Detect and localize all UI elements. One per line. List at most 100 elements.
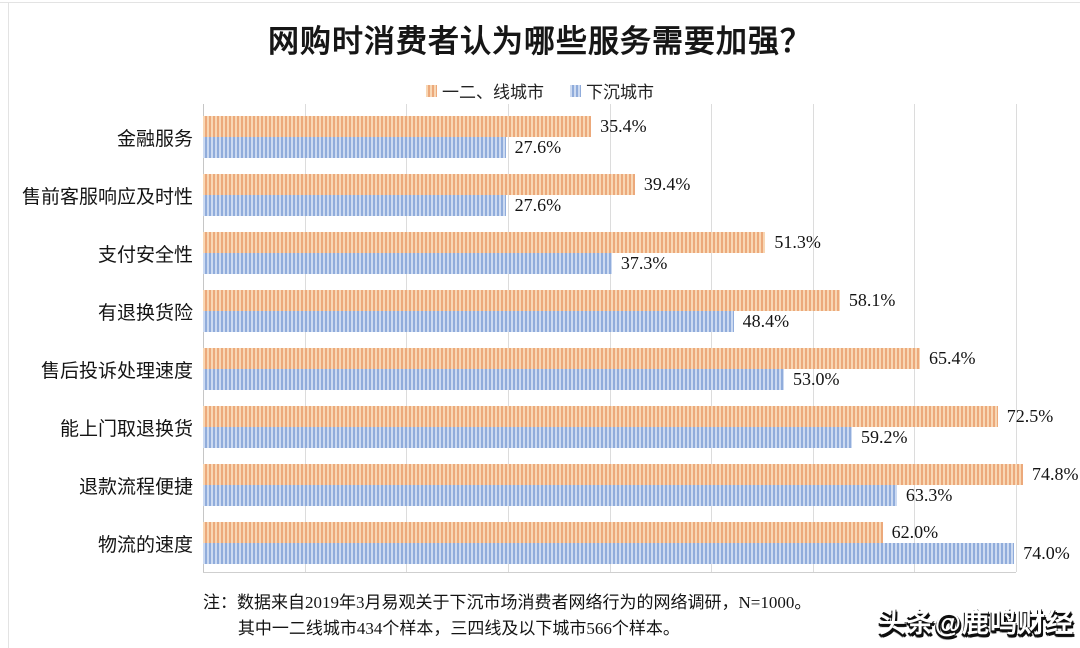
chart-row: 售前客服响应及时性 39.4% 27.6%: [0, 166, 1080, 224]
bar-line: 62.0%: [203, 522, 1080, 543]
bar-line: 48.4%: [203, 311, 1080, 332]
gridline: [914, 104, 916, 572]
bar-group: 62.0% 74.0%: [203, 522, 1080, 564]
chart-note: 注：数据来自2019年3月易观关于下沉市场消费者网络行为的网络调研，N=1000…: [203, 590, 863, 641]
gridline: [812, 104, 814, 572]
bar-lower-tier-cities: [203, 369, 784, 390]
gridline: [507, 104, 509, 572]
bar-group: 51.3% 37.3%: [203, 232, 1080, 274]
bar-tier12-cities: [203, 116, 592, 137]
bar-value-label: 62.0%: [891, 522, 939, 542]
bar-line: 72.5%: [203, 406, 1080, 427]
note-line-2: 其中一二线城市434个样本，三四线及以下城市566个样本。: [237, 618, 680, 638]
bar-line: 59.2%: [203, 427, 1080, 448]
bar-line: 39.4%: [203, 174, 1080, 195]
category-label: 能上门取退换货: [59, 418, 193, 440]
chart-row: 物流的速度 62.0% 74.0%: [0, 514, 1080, 572]
watermark: 头条@鹿鸣财经: [878, 608, 1074, 638]
bar-value-label: 27.6%: [514, 137, 562, 157]
bar-value-label: 48.4%: [742, 311, 790, 331]
bar-value-label: 27.6%: [514, 195, 562, 215]
gridline: [1016, 104, 1017, 572]
note-prefix: 注：: [203, 593, 237, 612]
bar-tier12-cities: [203, 522, 883, 543]
bar-line: 74.0%: [203, 543, 1080, 564]
legend-swatch-tier12-icon: [426, 84, 437, 97]
category-label: 支付安全性: [97, 244, 193, 266]
bar-tier12-cities: [203, 232, 766, 253]
category-label: 有退换货险: [97, 302, 193, 324]
chart-row: 退款流程便捷 74.8% 63.3%: [0, 456, 1080, 514]
page-title: 网购时消费者认为哪些服务需要加强？: [268, 24, 812, 59]
bar-lower-tier-cities: [203, 485, 897, 506]
bar-value-label: 35.4%: [600, 116, 647, 136]
frame-top-line: [0, 2, 1080, 3]
bar-group: 35.4% 27.6%: [203, 116, 1080, 158]
bar-lower-tier-cities: [203, 543, 1015, 564]
bar-tier12-cities: [203, 290, 840, 311]
bar-group: 39.4% 27.6%: [203, 174, 1080, 216]
category-label: 售后投诉处理速度: [40, 360, 193, 382]
bar-tier12-cities: [203, 174, 635, 195]
y-axis-line: [203, 104, 204, 572]
legend-label-tier12: 一二、线城市: [442, 83, 544, 102]
bar-tier12-cities: [203, 406, 998, 427]
bar-value-label: 63.3%: [905, 485, 953, 505]
bar-value-label: 74.0%: [1023, 543, 1070, 563]
legend: 一二、线城市 下沉城市: [0, 78, 1080, 103]
bar-line: 65.4%: [203, 348, 1080, 369]
bar-line: 63.3%: [203, 485, 1080, 506]
bar-line: 74.8%: [203, 464, 1080, 485]
x-axis-line: [203, 572, 1016, 573]
chart-row: 金融服务 35.4% 27.6%: [0, 108, 1080, 166]
bar-value-label: 58.1%: [848, 290, 896, 310]
gridline: [609, 104, 611, 572]
bar-value-label: 53.0%: [793, 369, 840, 389]
bar-line: 35.4%: [203, 116, 1080, 137]
note-line-1: 注：数据来自2019年3月易观关于下沉市场消费者网络行为的网络调研，N=1000…: [203, 590, 863, 616]
gridline: [406, 104, 408, 572]
category-label: 退款流程便捷: [78, 476, 193, 498]
legend-item-tier12: 一二、线城市: [426, 78, 544, 103]
bar-group: 58.1% 48.4%: [203, 290, 1080, 332]
chart-row: 能上门取退换货 72.5% 59.2%: [0, 398, 1080, 456]
bar-value-label: 72.5%: [1006, 406, 1054, 426]
bar-lower-tier-cities: [203, 195, 506, 216]
bar-line: 53.0%: [203, 369, 1080, 390]
bar-tier12-cities: [203, 464, 1023, 485]
gridline: [711, 104, 713, 572]
note-text-1: 数据来自2019年3月易观关于下沉市场消费者网络行为的网络调研，N=1000。: [237, 593, 812, 612]
bar-line: 27.6%: [203, 137, 1080, 158]
bar-chart: 金融服务 35.4% 27.6% 售前客服响应及时性 39.4% 27.6% 支付安全性 51…: [0, 104, 1080, 574]
chart-row: 支付安全性 51.3% 37.3%: [0, 224, 1080, 282]
gridline: [304, 104, 306, 572]
bar-value-label: 39.4%: [643, 174, 691, 194]
bar-lower-tier-cities: [203, 253, 612, 274]
bar-tier12-cities: [203, 348, 920, 369]
category-label: 物流的速度: [97, 534, 193, 556]
bar-group: 72.5% 59.2%: [203, 406, 1080, 448]
bar-line: 37.3%: [203, 253, 1080, 274]
bar-line: 58.1%: [203, 290, 1080, 311]
bar-value-label: 59.2%: [860, 427, 908, 447]
chart-row: 售后投诉处理速度 65.4% 53.0%: [0, 340, 1080, 398]
chart-row: 有退换货险 58.1% 48.4%: [0, 282, 1080, 340]
bar-lower-tier-cities: [203, 427, 852, 448]
bar-value-label: 51.3%: [774, 232, 821, 252]
bar-value-label: 37.3%: [620, 253, 668, 273]
legend-label-lower-tier: 下沉城市: [586, 83, 654, 102]
category-label: 金融服务: [116, 128, 193, 150]
legend-item-lower-tier: 下沉城市: [570, 78, 654, 103]
frame-left-line: [8, 2, 9, 648]
category-label: 售前客服响应及时性: [21, 186, 193, 208]
bar-line: 51.3%: [203, 232, 1080, 253]
bar-line: 27.6%: [203, 195, 1080, 216]
bar-lower-tier-cities: [203, 311, 734, 332]
bar-value-label: 65.4%: [928, 348, 976, 368]
legend-swatch-lower-tier-icon: [570, 84, 581, 97]
bar-value-label: 74.8%: [1031, 464, 1079, 484]
bar-lower-tier-cities: [203, 137, 506, 158]
bar-group: 65.4% 53.0%: [203, 348, 1080, 390]
bar-group: 74.8% 63.3%: [203, 464, 1080, 506]
